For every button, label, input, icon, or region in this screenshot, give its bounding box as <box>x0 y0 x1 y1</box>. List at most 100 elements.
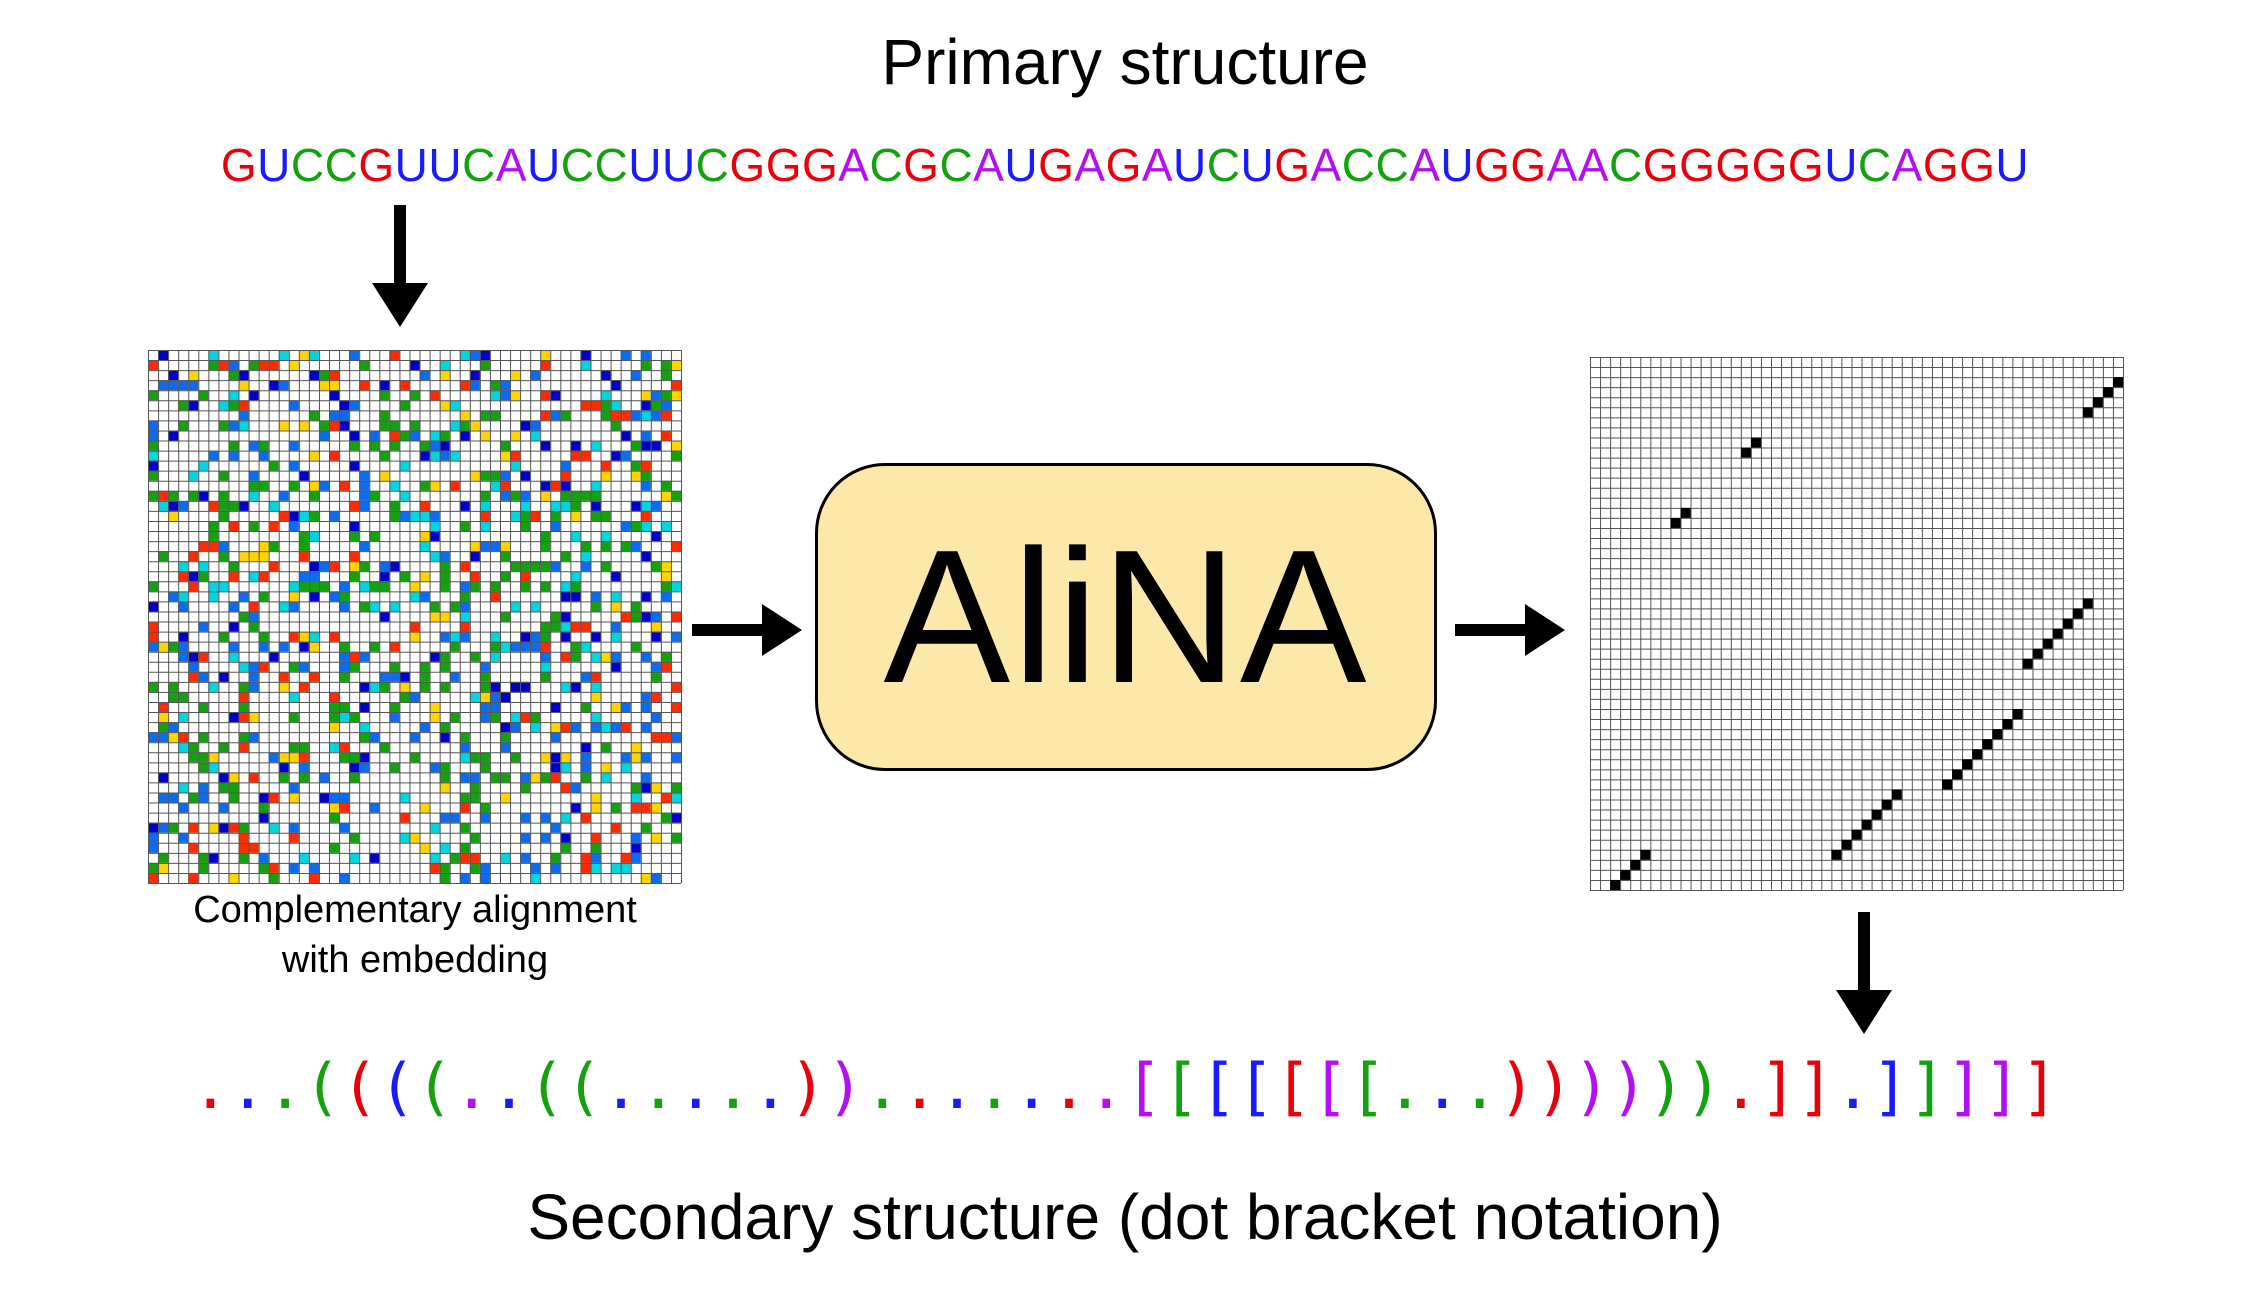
embedding-cell <box>148 621 159 632</box>
embedding-cell <box>178 712 189 723</box>
embedding-cell <box>298 531 309 542</box>
embedding-cell <box>218 551 229 562</box>
embedding-cell <box>540 561 551 572</box>
embedding-cell <box>510 752 521 763</box>
embedding-cell <box>258 541 269 552</box>
embedding-cell <box>499 691 511 702</box>
embedding-cell <box>278 490 289 501</box>
embedding-cell <box>359 480 370 491</box>
embedding-cell <box>208 531 219 542</box>
embedding-cell <box>168 722 179 733</box>
embedding-cell <box>329 701 340 713</box>
embedding-cell <box>630 410 641 421</box>
embedding-cell <box>258 812 269 823</box>
embedding-cell <box>268 561 279 572</box>
embedding-cell <box>510 722 521 733</box>
embedding-cell <box>459 752 470 763</box>
embedding-cell <box>429 712 440 723</box>
embedding-cell <box>308 581 319 592</box>
embedding-cell <box>449 450 460 461</box>
embedding-cell <box>449 631 460 642</box>
embedding-cell <box>218 772 229 783</box>
embedding-cell <box>369 732 380 743</box>
embedding-cell <box>248 732 259 743</box>
embedding-cell <box>248 390 259 401</box>
structure-symbol: . <box>229 1050 267 1123</box>
base-pair-cell <box>1620 869 1631 880</box>
embedding-cell <box>329 722 340 733</box>
embedding-cell <box>218 360 229 371</box>
embedding-cell <box>550 762 561 773</box>
base-pair-cell <box>2022 658 2033 669</box>
nucleotide: C <box>560 139 595 191</box>
embedding-cell <box>469 752 480 763</box>
embedding-cell <box>379 390 390 401</box>
embedding-cell <box>499 551 511 562</box>
embedding-cell <box>228 500 239 511</box>
embedding-cell <box>188 581 199 592</box>
embedding-cell <box>429 531 440 542</box>
embedding-cell <box>640 470 651 481</box>
embedding-cell <box>158 792 169 803</box>
nucleotide: C <box>939 139 974 191</box>
embedding-cell <box>459 500 470 511</box>
embedding-cell <box>429 651 440 662</box>
embedding-cell <box>278 752 289 763</box>
embedding-cell <box>670 611 681 622</box>
nucleotide: C <box>1341 139 1376 191</box>
embedding-cell <box>580 490 591 501</box>
embedding-cell <box>298 681 309 692</box>
embedding-cell <box>550 611 561 622</box>
embedding-cell <box>218 631 229 642</box>
embedding-cell <box>278 350 289 361</box>
embedding-cell <box>540 390 551 401</box>
embedding-cell <box>409 832 420 843</box>
embedding-cell <box>650 782 661 793</box>
embedding-cell <box>560 722 571 733</box>
embedding-cell <box>248 440 259 451</box>
embedding-cell <box>218 802 229 813</box>
embedding-cell <box>670 581 681 592</box>
structure-symbol: ) <box>1535 1050 1573 1123</box>
embedding-cell <box>570 802 581 813</box>
embedding-cell <box>308 591 319 602</box>
embedding-cell <box>469 581 480 592</box>
embedding-cell <box>158 722 169 733</box>
embedding-cell <box>570 581 581 592</box>
embedding-cell <box>580 812 591 823</box>
embedding-cell <box>510 510 521 521</box>
embedding-cell <box>329 410 340 421</box>
embedding-cell <box>339 872 350 883</box>
embedding-cell <box>148 681 159 692</box>
embedding-cell <box>520 571 531 582</box>
embedding-cell <box>630 611 641 622</box>
embedding-cell <box>238 832 249 843</box>
embedding-cell <box>238 712 249 723</box>
embedding-cell <box>630 470 641 481</box>
structure-symbol: [ <box>1236 1050 1275 1123</box>
embedding-cell <box>339 480 350 491</box>
embedding-cell <box>399 400 410 411</box>
embedding-cell <box>439 732 450 743</box>
embedding-cell <box>339 742 350 753</box>
embedding-cell <box>158 852 169 863</box>
embedding-cell <box>228 440 239 451</box>
embedding-cell <box>540 541 551 552</box>
embedding-cell <box>560 460 571 471</box>
embedding-cell <box>158 490 169 501</box>
embedding-cell <box>318 772 330 783</box>
embedding-cell <box>238 742 249 753</box>
embedding-cell <box>610 450 621 461</box>
embedding-cell <box>489 772 500 783</box>
embedding-cell <box>469 571 480 582</box>
embedding-cell <box>459 430 470 441</box>
structure-symbol: ) <box>1647 1050 1685 1123</box>
embedding-cell <box>459 591 470 602</box>
embedding-cell <box>228 651 239 662</box>
embedding-cell <box>560 591 571 602</box>
embedding-cell <box>248 621 259 632</box>
embedding-cell <box>349 430 360 441</box>
embedding-cell <box>650 611 661 622</box>
nucleotide: U <box>394 139 429 191</box>
embedding-cell <box>288 510 299 521</box>
